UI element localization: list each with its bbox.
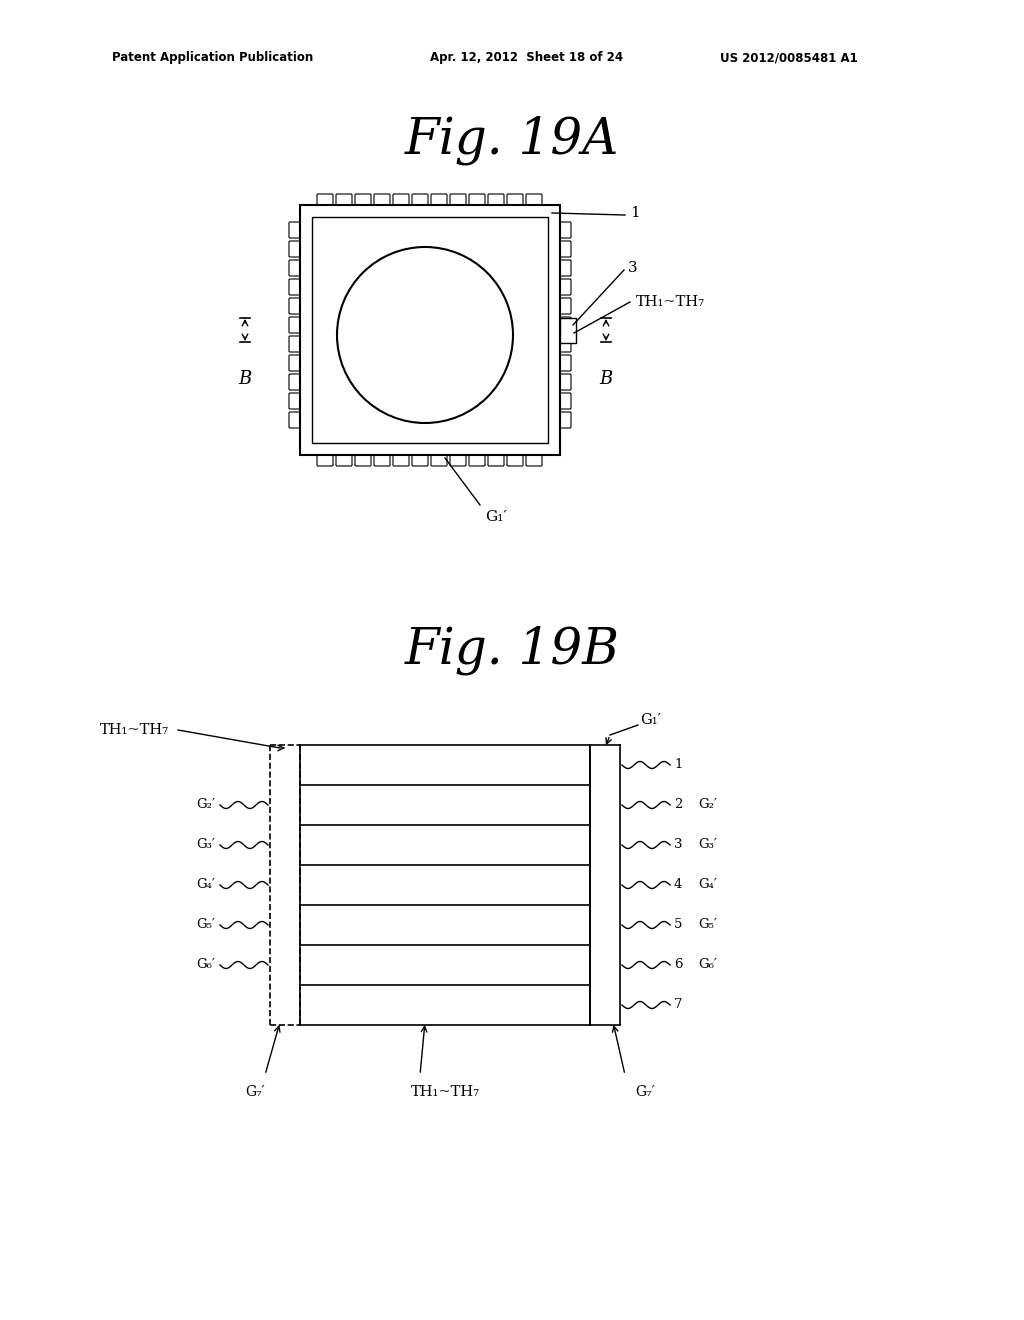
Text: B: B [599, 370, 612, 388]
Text: 2: 2 [674, 799, 682, 812]
Text: G₅′: G₅′ [197, 919, 215, 932]
FancyBboxPatch shape [289, 393, 301, 409]
FancyBboxPatch shape [336, 454, 352, 466]
FancyBboxPatch shape [559, 374, 571, 389]
FancyBboxPatch shape [289, 374, 301, 389]
Text: Fig. 19B: Fig. 19B [404, 626, 620, 675]
Text: G₃′: G₃′ [197, 838, 215, 851]
Text: G₆′: G₆′ [698, 958, 717, 972]
FancyBboxPatch shape [289, 260, 301, 276]
Text: Patent Application Publication: Patent Application Publication [112, 51, 313, 65]
FancyBboxPatch shape [559, 222, 571, 238]
FancyBboxPatch shape [289, 337, 301, 352]
Text: TH₁~TH₇: TH₁~TH₇ [100, 723, 169, 737]
FancyBboxPatch shape [355, 454, 371, 466]
FancyBboxPatch shape [450, 454, 466, 466]
FancyBboxPatch shape [317, 194, 333, 206]
FancyBboxPatch shape [488, 454, 504, 466]
FancyBboxPatch shape [507, 454, 523, 466]
Text: G₂′: G₂′ [698, 799, 717, 812]
FancyBboxPatch shape [559, 337, 571, 352]
Circle shape [337, 247, 513, 422]
FancyBboxPatch shape [469, 194, 485, 206]
FancyBboxPatch shape [289, 242, 301, 257]
FancyBboxPatch shape [374, 454, 390, 466]
FancyBboxPatch shape [450, 194, 466, 206]
Text: 1: 1 [630, 206, 640, 220]
FancyBboxPatch shape [317, 454, 333, 466]
FancyBboxPatch shape [559, 355, 571, 371]
FancyBboxPatch shape [289, 317, 301, 333]
FancyBboxPatch shape [559, 242, 571, 257]
Text: 1: 1 [674, 759, 682, 771]
FancyBboxPatch shape [336, 194, 352, 206]
FancyBboxPatch shape [412, 194, 428, 206]
FancyBboxPatch shape [289, 298, 301, 314]
FancyBboxPatch shape [559, 279, 571, 294]
Text: US 2012/0085481 A1: US 2012/0085481 A1 [720, 51, 858, 65]
Text: G₅′: G₅′ [698, 919, 717, 932]
FancyBboxPatch shape [431, 454, 447, 466]
FancyBboxPatch shape [289, 279, 301, 294]
FancyBboxPatch shape [559, 317, 571, 333]
Text: 3: 3 [674, 838, 683, 851]
FancyBboxPatch shape [559, 393, 571, 409]
Text: 4: 4 [674, 879, 682, 891]
FancyBboxPatch shape [393, 454, 409, 466]
FancyBboxPatch shape [289, 222, 301, 238]
FancyBboxPatch shape [526, 454, 542, 466]
Text: Apr. 12, 2012  Sheet 18 of 24: Apr. 12, 2012 Sheet 18 of 24 [430, 51, 624, 65]
FancyBboxPatch shape [559, 260, 571, 276]
Text: G₁′: G₁′ [485, 510, 507, 524]
FancyBboxPatch shape [488, 194, 504, 206]
FancyBboxPatch shape [431, 194, 447, 206]
Text: TH₁~TH₇: TH₁~TH₇ [636, 294, 705, 309]
Text: B: B [239, 370, 252, 388]
Text: Fig. 19A: Fig. 19A [404, 115, 620, 165]
Text: 3: 3 [628, 261, 638, 275]
FancyBboxPatch shape [289, 355, 301, 371]
FancyBboxPatch shape [559, 298, 571, 314]
Bar [560, 318, 575, 342]
FancyBboxPatch shape [469, 454, 485, 466]
Text: G₁′: G₁′ [640, 713, 662, 727]
FancyBboxPatch shape [289, 412, 301, 428]
FancyBboxPatch shape [412, 454, 428, 466]
FancyBboxPatch shape [507, 194, 523, 206]
Bar [300, 205, 560, 455]
Text: 5: 5 [674, 919, 682, 932]
FancyBboxPatch shape [559, 412, 571, 428]
Text: G₄′: G₄′ [197, 879, 215, 891]
Text: G₂′: G₂′ [196, 799, 215, 812]
Text: 6: 6 [674, 958, 683, 972]
FancyBboxPatch shape [355, 194, 371, 206]
Text: G₃′: G₃′ [698, 838, 717, 851]
Text: G₄′: G₄′ [698, 879, 717, 891]
Text: TH₁~TH₇: TH₁~TH₇ [411, 1085, 479, 1100]
FancyBboxPatch shape [526, 194, 542, 206]
Bar [312, 216, 548, 444]
FancyBboxPatch shape [374, 194, 390, 206]
Text: G₇′: G₇′ [245, 1085, 265, 1100]
Text: G₇′: G₇′ [635, 1085, 655, 1100]
Text: 7: 7 [674, 998, 683, 1011]
Text: G₆′: G₆′ [197, 958, 215, 972]
FancyBboxPatch shape [393, 194, 409, 206]
